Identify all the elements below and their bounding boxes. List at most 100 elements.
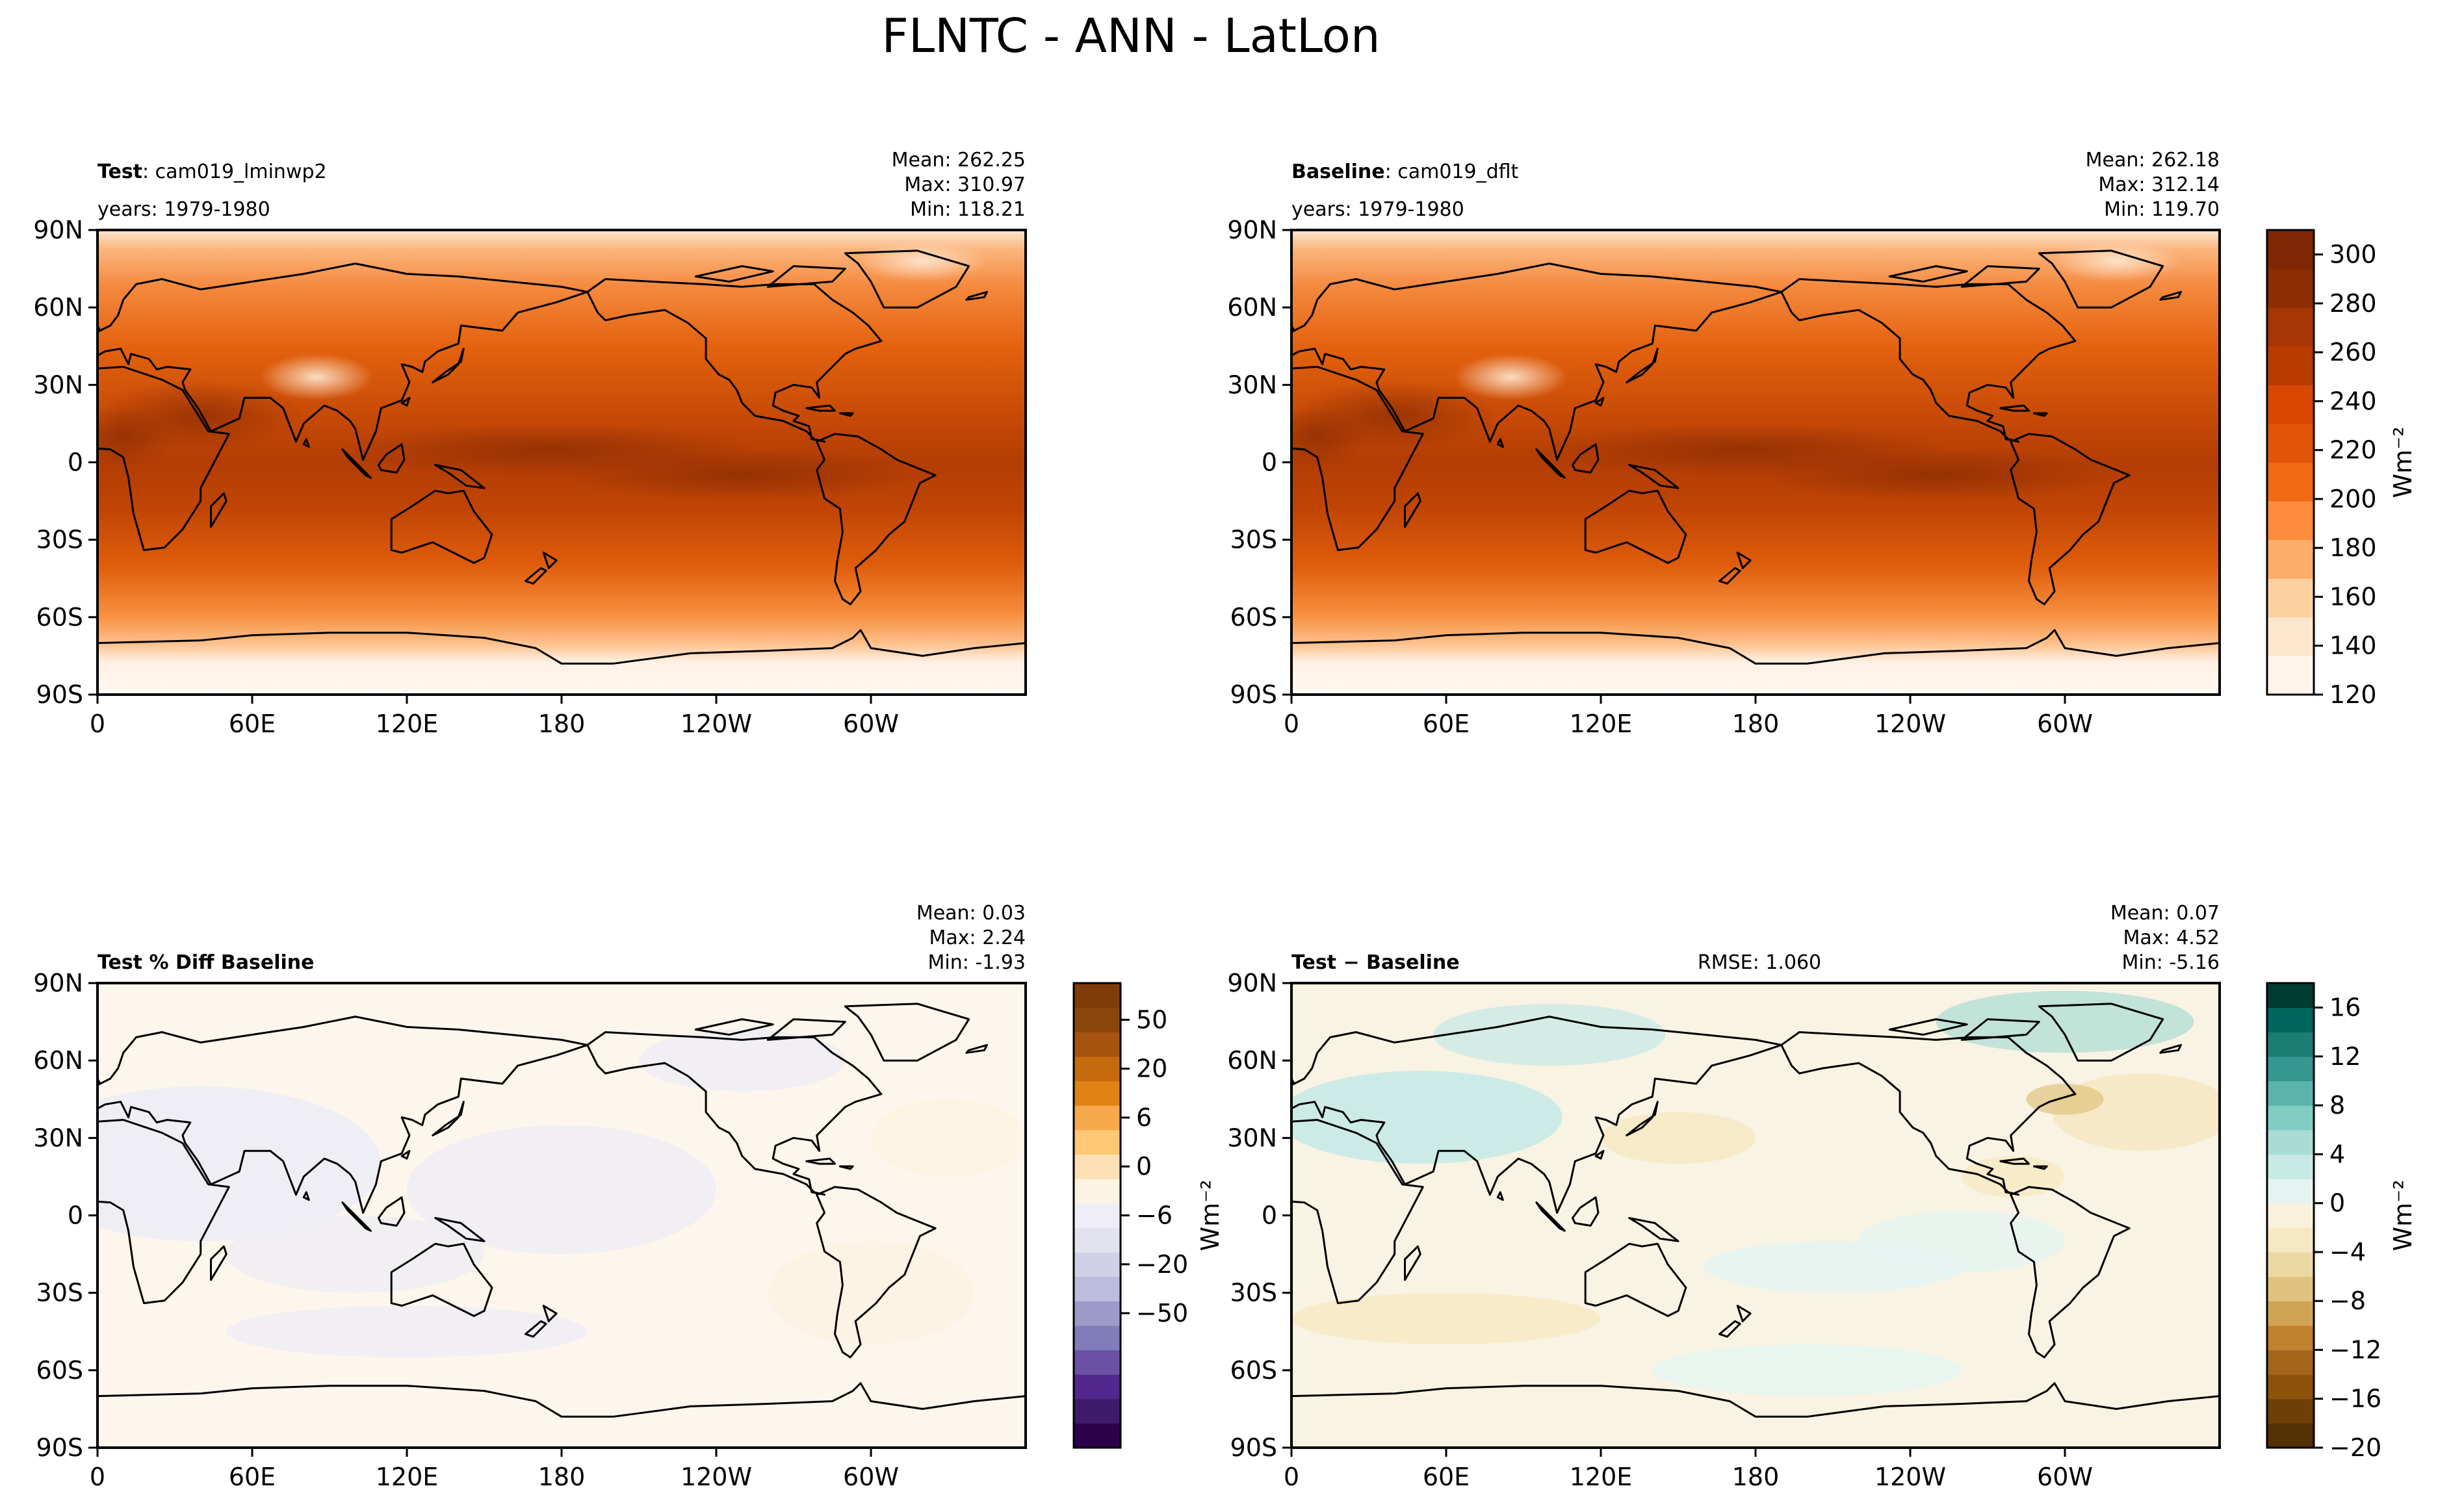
colorbar-segment xyxy=(1074,1081,1121,1106)
panel-stat: Mean: 0.07 xyxy=(2110,902,2220,925)
field-test xyxy=(71,230,1026,695)
colorbar-frame xyxy=(2266,229,2315,696)
y-tick-label: 60S xyxy=(1230,1356,1277,1385)
coastline xyxy=(1888,1018,1968,1036)
colorbar-segment xyxy=(1074,1007,1121,1032)
colorbar-segment xyxy=(2267,1154,2314,1179)
colorbar-segment xyxy=(2267,983,2314,1008)
colorbar-segment xyxy=(2267,1325,2314,1351)
x-tick-label: 60E xyxy=(229,1463,276,1491)
colorbar-segment xyxy=(1074,1325,1121,1351)
colorbar-tick-label: −6 xyxy=(1136,1201,1173,1230)
y-tick-label: 60N xyxy=(33,293,83,322)
panel-stat: Mean: 262.25 xyxy=(892,149,1026,172)
colorbar-segment xyxy=(2267,268,2314,308)
coastline xyxy=(2010,1186,2131,1359)
colorbar-segment xyxy=(2267,1105,2314,1131)
colorbar-segment xyxy=(1074,1129,1121,1155)
colorbar-segment xyxy=(2267,1203,2314,1228)
colorbar-tick-label: 280 xyxy=(2329,289,2377,318)
coastline xyxy=(844,250,970,309)
anomaly-region xyxy=(407,1125,716,1255)
colorbar-tick-label: 50 xyxy=(1136,1005,1167,1034)
colorbar-tick-label: 120 xyxy=(2329,680,2377,709)
coastline xyxy=(816,433,937,606)
x-tick-label: 180 xyxy=(538,710,586,738)
colorbar-segment xyxy=(1074,1179,1121,1204)
field-pct_diff xyxy=(97,983,1026,1448)
colorbar-segment xyxy=(2267,1251,2314,1277)
coastline xyxy=(1291,1077,1295,1086)
coastline xyxy=(2159,1044,2182,1054)
panel-label: Test: cam019_lminwp2 xyxy=(97,160,327,183)
y-tick-label: 90S xyxy=(36,680,83,709)
colorbar-segment xyxy=(1074,1398,1121,1424)
panel-label-bold: Test % Diff Baseline xyxy=(97,951,315,974)
colorbar-segment xyxy=(1074,1032,1121,1057)
colorbar-segment xyxy=(2267,1032,2314,1057)
coastline xyxy=(1265,1076,1276,1081)
coastline xyxy=(542,1305,558,1322)
colorbar-segment xyxy=(2267,1007,2314,1032)
y-tick-label: 60N xyxy=(1227,293,1277,322)
coastline xyxy=(1535,1201,1566,1232)
colorbar-tick-label: 200 xyxy=(2329,485,2377,513)
colorbar-segment xyxy=(2267,230,2314,270)
coastline xyxy=(694,265,774,283)
colorbar-segment xyxy=(1074,1154,1121,1179)
anomaly-region xyxy=(97,1086,382,1242)
coastline xyxy=(71,323,82,328)
coastline xyxy=(586,1031,883,1196)
panel-years: years: 1979-1980 xyxy=(97,198,270,221)
coastline xyxy=(805,1157,836,1165)
coastline xyxy=(1265,323,1276,328)
coastline xyxy=(1496,1191,1504,1201)
colorbar-segment xyxy=(1074,1350,1121,1375)
colorbar-tick-label: −4 xyxy=(2329,1238,2366,1266)
coastline xyxy=(1404,1245,1421,1281)
panel-stat: Min: 119.70 xyxy=(2104,198,2220,221)
y-tick-label: 60N xyxy=(1227,1046,1277,1075)
field-baseline xyxy=(1265,230,2220,695)
coastline xyxy=(97,366,230,552)
colorbar-segment xyxy=(2267,1350,2314,1375)
coastline xyxy=(1888,265,1968,283)
x-tick-label: 0 xyxy=(1284,1463,1299,1491)
anomaly-region xyxy=(1936,990,2194,1053)
x-tick-label: 120E xyxy=(1570,710,1633,738)
x-tick-label: 60E xyxy=(1423,710,1470,738)
x-tick-label: 60E xyxy=(1423,1463,1470,1491)
coastline xyxy=(377,443,406,474)
coastline xyxy=(525,567,547,585)
coastline xyxy=(210,1245,227,1281)
panel-stat: Max: 310.97 xyxy=(904,173,1026,196)
coastline xyxy=(1291,263,1783,461)
anomaly-region xyxy=(1601,1112,1756,1164)
colorbar-segment xyxy=(1074,983,1121,1008)
y-tick-label: 60S xyxy=(36,1356,83,1385)
coastline xyxy=(965,290,988,301)
colorbar-tick-label: 220 xyxy=(2329,436,2377,465)
anomaly-region xyxy=(2026,1083,2104,1115)
anomaly-region xyxy=(768,1241,974,1345)
colorbar-segment xyxy=(2267,656,2314,695)
coastline xyxy=(2038,1003,2164,1062)
colorbar-tick-label: 260 xyxy=(2329,338,2377,366)
colorbar-segment xyxy=(2267,307,2314,347)
colorbar-segment xyxy=(2267,617,2314,657)
colorbar-tick-label: 180 xyxy=(2329,533,2377,562)
coastline xyxy=(1496,438,1504,448)
coastline xyxy=(390,489,493,564)
coastline xyxy=(434,464,486,489)
colorbar-tick-label: 0 xyxy=(2329,1189,2345,1218)
colorbar-segment xyxy=(2267,462,2314,502)
coastline xyxy=(390,1242,493,1317)
coastline xyxy=(1718,1320,1741,1338)
coastline xyxy=(838,1165,854,1170)
coastline xyxy=(2032,1165,2048,1170)
figure-title: FLNTC - ANN - LatLon xyxy=(882,8,1381,63)
x-tick-label: 0 xyxy=(1284,710,1299,738)
